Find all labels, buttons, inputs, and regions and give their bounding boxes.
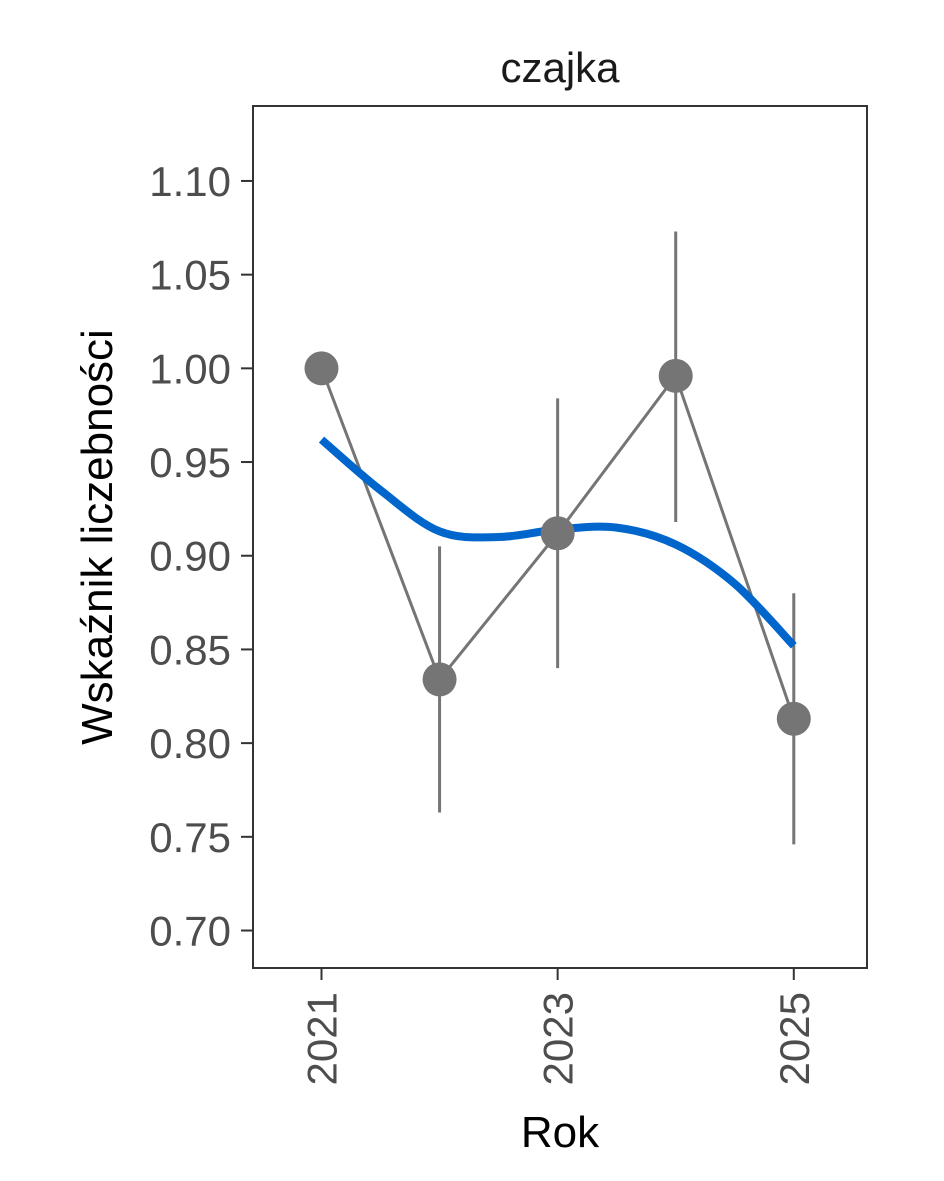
data-point (540, 516, 575, 551)
y-tick-label: 0.95 (149, 439, 231, 486)
x-axis: 2021 2023 2025 (298, 968, 818, 1085)
facet-title: czajka (500, 44, 620, 91)
data-point (422, 662, 457, 697)
y-tick-label: 0.80 (149, 720, 231, 767)
x-tick-label: 2023 (535, 992, 582, 1085)
y-tick-label: 1.00 (149, 345, 231, 392)
y-tick-label: 0.90 (149, 533, 231, 580)
data-point (304, 351, 339, 386)
y-axis-title: Wskaźnik liczebności (73, 329, 122, 745)
y-tick-label: 1.05 (149, 252, 231, 299)
data-point (658, 358, 693, 393)
data-point (776, 701, 811, 736)
y-tick-label: 1.10 (149, 158, 231, 205)
y-tick-label: 0.85 (149, 626, 231, 673)
x-tick-label: 2021 (298, 992, 345, 1085)
y-tick-label: 0.70 (149, 908, 231, 955)
x-axis-title: Rok (521, 1108, 600, 1157)
x-tick-label: 2025 (771, 992, 818, 1085)
y-axis: 0.70 0.75 0.80 0.85 0.90 0.95 1.00 1.05 1.10 (149, 158, 253, 955)
plot-panel (252, 105, 868, 969)
y-tick-label: 0.75 (149, 814, 231, 861)
point-layer (304, 351, 811, 736)
